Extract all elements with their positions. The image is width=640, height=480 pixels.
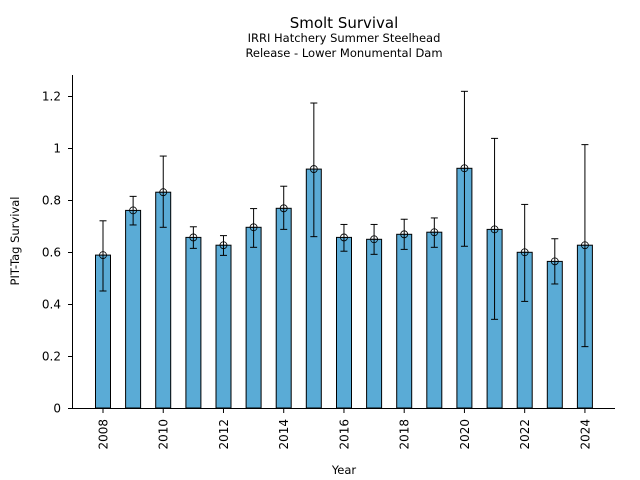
bar-group-2012 bbox=[215, 235, 232, 409]
y-tick-label-0.2: 0.2 bbox=[42, 350, 61, 364]
bar-group-2011 bbox=[185, 226, 202, 409]
bar-group-2024 bbox=[576, 144, 593, 409]
bar-group-2020 bbox=[456, 90, 473, 409]
y-tick-label-1.2: 1.2 bbox=[42, 90, 61, 104]
bar-group-2017 bbox=[366, 223, 383, 409]
x-tick-label-2014: 2014 bbox=[277, 419, 291, 450]
chart-subtitle-line-2: Release - Lower Monumental Dam bbox=[245, 46, 442, 60]
bar-group-2013 bbox=[245, 208, 262, 409]
plot-area bbox=[95, 90, 593, 409]
x-tick-label-2016: 2016 bbox=[337, 419, 351, 450]
y-tick-label-0.4: 0.4 bbox=[42, 298, 61, 312]
bar-group-2022 bbox=[516, 203, 533, 409]
y-tick-label-0.6: 0.6 bbox=[42, 246, 61, 260]
x-tick-label-2008: 2008 bbox=[97, 419, 111, 450]
bar-group-2023 bbox=[546, 238, 563, 409]
bar-2016 bbox=[336, 236, 352, 409]
bar-group-2018 bbox=[396, 218, 413, 409]
bar-2013 bbox=[245, 226, 262, 409]
y-tick-label-0: 0 bbox=[53, 402, 61, 416]
bar-2017 bbox=[366, 238, 383, 409]
y-tick-label-0.8: 0.8 bbox=[42, 194, 61, 208]
chart-subtitle-line-1: IRRI Hatchery Summer Steelhead bbox=[248, 31, 441, 45]
bar-2019 bbox=[426, 231, 443, 409]
chart-title: Smolt Survival bbox=[290, 14, 399, 32]
y-axis-label: PIT-Tag Survival bbox=[8, 197, 22, 286]
bar-group-2015 bbox=[305, 102, 322, 409]
x-axis-ticks: 2008 2010 2012 2014 2016 2018 2020 2022 2024 bbox=[97, 408, 592, 450]
bar-group-2021 bbox=[486, 137, 503, 409]
y-axis-ticks: 0 0.2 0.4 0.6 0.8 1 1.2 bbox=[42, 90, 72, 416]
x-tick-label-2012: 2012 bbox=[217, 419, 231, 450]
bar-2018 bbox=[396, 233, 413, 409]
bar-2009 bbox=[125, 209, 142, 409]
x-tick-label-2022: 2022 bbox=[518, 419, 532, 450]
x-tick-label-2020: 2020 bbox=[458, 419, 472, 450]
bar-group-2010 bbox=[155, 155, 172, 409]
bar-2012 bbox=[215, 244, 232, 409]
y-tick-label-1: 1 bbox=[53, 142, 61, 156]
bar-group-2016 bbox=[336, 223, 352, 409]
bar-group-2019 bbox=[426, 217, 443, 409]
bar-2014 bbox=[275, 207, 292, 409]
x-tick-label-2018: 2018 bbox=[398, 419, 412, 450]
x-axis-label: Year bbox=[331, 463, 357, 477]
bar-group-2014 bbox=[275, 185, 292, 409]
bar-group-2008 bbox=[95, 220, 111, 409]
bar-group-2009 bbox=[125, 195, 142, 409]
x-tick-label-2024: 2024 bbox=[578, 419, 592, 450]
x-tick-label-2010: 2010 bbox=[157, 419, 171, 450]
bar-2011 bbox=[185, 236, 202, 409]
